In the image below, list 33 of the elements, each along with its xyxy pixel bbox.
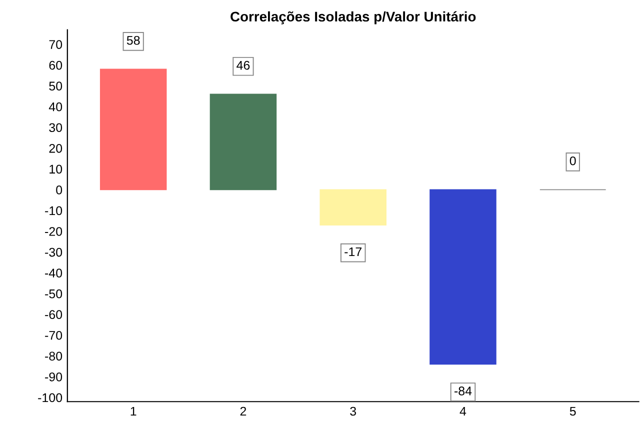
y-tick-label: -60: [45, 310, 62, 320]
y-tick-label: 0: [56, 186, 62, 194]
y-tick-label: -100: [38, 393, 62, 402]
y-tick-label: 10: [50, 164, 62, 174]
x-tick-label: 4: [460, 406, 466, 416]
data-label: -84: [454, 386, 472, 396]
y-tick-label: -70: [45, 330, 62, 340]
y-tick-label: -80: [45, 352, 62, 361]
bar: [100, 68, 167, 190]
bar: [210, 94, 277, 190]
x-tick-label: 5: [570, 406, 576, 416]
x-tick-label: 1: [130, 406, 136, 416]
data-label: 46: [236, 60, 250, 70]
y-tick-label: -10: [45, 206, 62, 216]
y-tick-label: 70: [49, 40, 62, 49]
x-tick-label: 2: [240, 406, 246, 416]
y-tick-label: 50: [49, 82, 62, 90]
y-tick-label: 60: [49, 60, 62, 70]
y-tick-label: -50: [45, 289, 62, 298]
y-tick-label: 20: [49, 144, 62, 153]
y-tick-label: -90: [45, 372, 62, 382]
data-label: 0: [570, 156, 576, 166]
y-tick-label: 30: [49, 123, 62, 132]
y-tick-label: -20: [45, 227, 62, 236]
x-tick-label: 3: [350, 406, 356, 416]
bar: [430, 189, 496, 365]
y-tick-label: -30: [45, 248, 62, 257]
y-tick-label: 40: [48, 102, 62, 112]
bar: [320, 189, 386, 226]
y-tick-label: -40: [45, 268, 62, 278]
data-label: 58: [126, 36, 140, 45]
data-label: -17: [344, 247, 362, 256]
chart-title: Correlações Isoladas p/Valor Unitário: [230, 11, 476, 24]
